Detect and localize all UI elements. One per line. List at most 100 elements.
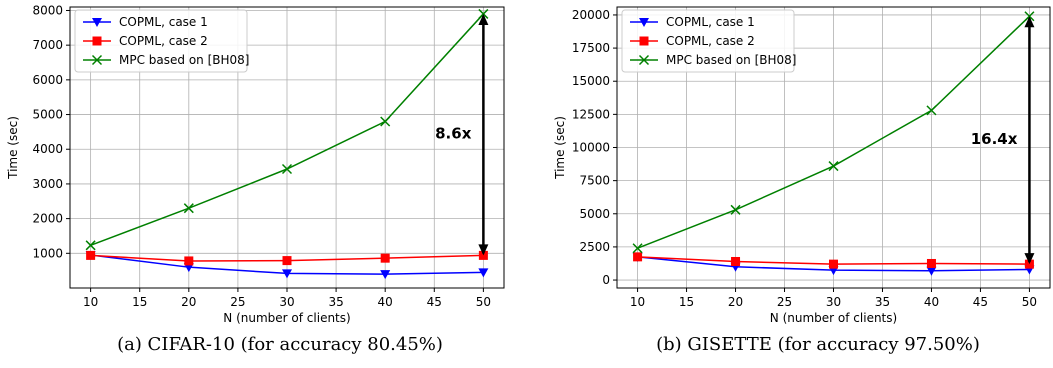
- legend-label: MPC based on [BH08]: [119, 53, 249, 67]
- y-tick-label: 20000: [572, 8, 610, 22]
- y-tick-label: 10000: [572, 141, 610, 155]
- data-point: [183, 203, 194, 214]
- x-tick-label: 20: [181, 295, 196, 309]
- legend-label: MPC based on [BH08]: [666, 53, 796, 67]
- series-3: [85, 8, 489, 251]
- annotation-arrowhead-top: [478, 13, 489, 25]
- legend-entry-2: COPML, case 2: [83, 34, 208, 48]
- x-tick-label: 25: [777, 295, 792, 309]
- y-tick-label: 4000: [32, 142, 63, 156]
- legend-entry-2: COPML, case 2: [630, 34, 755, 48]
- y-axis-label: Time (sec): [6, 116, 20, 180]
- data-point: [730, 204, 741, 215]
- legend-label: COPML, case 2: [666, 34, 755, 48]
- figure-caption: (b) GISETTE (for accuracy 97.50%): [656, 334, 980, 355]
- legend-entry-3: MPC based on [BH08]: [83, 53, 249, 67]
- series-2: [86, 250, 488, 266]
- annotation-arrowhead-bottom: [1024, 253, 1035, 265]
- x-axis-label: N (number of clients): [770, 311, 897, 325]
- x-tick-label: 50: [1022, 295, 1037, 309]
- x-tick-label: 35: [328, 295, 343, 309]
- y-tick-label: 6000: [32, 73, 63, 87]
- x-tick-label: 25: [230, 295, 245, 309]
- x-tick-label: 50: [476, 295, 491, 309]
- legend-label: COPML, case 2: [119, 34, 208, 48]
- y-tick-label: 17500: [572, 41, 610, 55]
- legend-swatch-marker: [91, 54, 103, 66]
- legend: COPML, case 1 COPML, case 2 MPC based on […: [621, 9, 796, 73]
- data-point: [731, 256, 741, 266]
- ratio-annotation: 8.6x: [435, 13, 489, 256]
- data-point: [478, 268, 489, 278]
- y-tick-label: 2500: [579, 240, 610, 254]
- data-point: [632, 243, 643, 254]
- y-tick-label: 12500: [572, 107, 610, 121]
- annotation-label: 16.4x: [971, 130, 1018, 148]
- data-point: [184, 256, 194, 266]
- data-point: [829, 259, 838, 269]
- chart-panel-2: 10 15 20 25 30 35 40 45 50 0 2500 5000 7500 10000 1250…: [553, 6, 1051, 325]
- legend-entry-1: COPML, case 1: [83, 15, 208, 29]
- y-tick-label: 7500: [579, 174, 610, 188]
- legend: COPML, case 1 COPML, case 2 MPC based on […: [74, 9, 249, 73]
- data-point: [828, 161, 839, 172]
- data-point: [478, 250, 488, 260]
- y-tick-label: 1000: [32, 246, 63, 260]
- legend-swatch-marker: [639, 18, 649, 27]
- data-point: [926, 266, 937, 276]
- annotation-arrowhead-top: [1024, 16, 1035, 28]
- data-point: [926, 105, 937, 116]
- x-tick-label: 35: [875, 295, 890, 309]
- legend-box: [74, 9, 248, 73]
- x-tick-label: 40: [924, 295, 939, 309]
- x-axis-label: N (number of clients): [223, 311, 350, 325]
- x-tick-label: 45: [427, 295, 442, 309]
- data-point: [926, 258, 936, 268]
- x-tick-label: 30: [279, 295, 294, 309]
- legend-entry-1: COPML, case 1: [630, 15, 755, 29]
- y-tick-label: 2000: [32, 212, 63, 226]
- annotation-arrowhead-bottom: [478, 244, 489, 256]
- data-point: [633, 252, 643, 262]
- legend-entry-3: MPC based on [BH08]: [630, 53, 796, 67]
- data-point: [380, 116, 391, 127]
- data-point: [86, 250, 96, 260]
- x-tick-label: 10: [630, 295, 645, 309]
- annotation-label: 8.6x: [435, 125, 472, 143]
- x-tick-label: 15: [679, 295, 694, 309]
- x-tick-label: 20: [728, 295, 743, 309]
- legend-swatch-marker: [92, 36, 102, 46]
- data-point: [282, 256, 292, 266]
- x-tick-label: 15: [132, 295, 147, 309]
- y-tick-label: 3000: [32, 177, 63, 191]
- data-point: [380, 253, 390, 263]
- y-tick-label: 5000: [579, 207, 610, 221]
- legend-label: COPML, case 1: [119, 15, 208, 29]
- y-tick-label: 15000: [572, 74, 610, 88]
- data-point: [282, 269, 292, 279]
- y-tick-label: 7000: [32, 38, 63, 52]
- y-tick-label: 8000: [32, 3, 63, 17]
- legend-box: [621, 9, 795, 73]
- data-point: [380, 270, 391, 280]
- data-point: [281, 163, 293, 175]
- legend-swatch-marker: [639, 36, 649, 46]
- data-point: [1024, 11, 1035, 22]
- x-tick-label: 10: [83, 295, 98, 309]
- y-axis-label: Time (sec): [553, 116, 567, 180]
- legend-swatch-marker: [638, 54, 650, 66]
- data-point: [85, 240, 96, 251]
- legend-swatch-marker: [92, 18, 102, 27]
- figure-caption: (a) CIFAR-10 (for accuracy 80.45%): [117, 334, 443, 355]
- y-tick-label: 0: [602, 273, 610, 287]
- series-3: [632, 11, 1035, 254]
- y-tick-label: 5000: [32, 108, 63, 122]
- x-tick-label: 30: [826, 295, 841, 309]
- chart-panel-1: 10 15 20 25 30 35 40 45 50 1000 2000 3000 4000 5000 60…: [6, 3, 505, 325]
- legend-label: COPML, case 1: [666, 15, 755, 29]
- ratio-annotation: 16.4x: [971, 16, 1035, 265]
- x-tick-label: 45: [973, 295, 988, 309]
- data-point: [478, 8, 489, 19]
- x-tick-label: 40: [378, 295, 393, 309]
